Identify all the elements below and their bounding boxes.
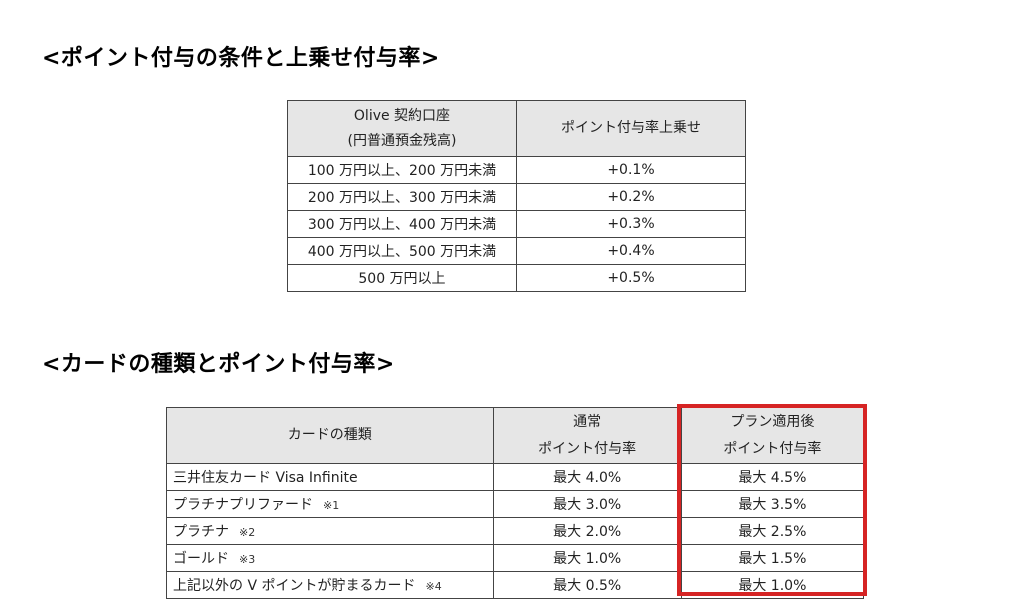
header-plan-line2: ポイント付与率 xyxy=(723,440,822,457)
card-name: プラチナ xyxy=(173,524,229,540)
table-row: プラチナプリファード ※1 最大 3.0% 最大 3.5% xyxy=(166,490,865,518)
header-card-type: カードの種類 xyxy=(166,407,494,464)
section-heading-point-conditions: <ポイント付与の条件と上乗せ付与率> xyxy=(42,46,440,71)
card-type: 上記以外の V ポイントが貯まるカード ※4 xyxy=(166,571,494,599)
normal-rate: 最大 3.0% xyxy=(492,490,682,518)
table-header-row: カードの種類 通常 ポイント付与率 プラン適用後 ポイント付与率 xyxy=(166,407,865,464)
header-bonus-rate: ポイント付与率上乗せ xyxy=(515,100,747,157)
bonus-rate: +0.2% xyxy=(515,183,747,211)
card-note: ※2 xyxy=(239,526,256,539)
balance-condition: 200 万円以上、300 万円未満 xyxy=(287,183,517,211)
table-row: 400 万円以上、500 万円未満 +0.4% xyxy=(287,237,747,265)
card-type: プラチナ ※2 xyxy=(166,517,494,545)
balance-condition: 500 万円以上 xyxy=(287,264,517,292)
table-row: 200 万円以上、300 万円未満 +0.2% xyxy=(287,183,747,211)
plan-rate: 最大 1.0% xyxy=(680,571,865,599)
plan-rate: 最大 2.5% xyxy=(680,517,865,545)
table-row: 500 万円以上 +0.5% xyxy=(287,264,747,292)
bonus-rate: +0.5% xyxy=(515,264,747,292)
header-plan-line1: プラン適用後 xyxy=(730,413,815,430)
card-type: 三井住友カード Visa Infinite xyxy=(166,463,494,491)
card-type: プラチナプリファード ※1 xyxy=(166,490,494,518)
card-name: ゴールド xyxy=(173,551,229,567)
table-row: 上記以外の V ポイントが貯まるカード ※4 最大 0.5% 最大 1.0% xyxy=(166,571,865,599)
normal-rate: 最大 2.0% xyxy=(492,517,682,545)
bonus-rate: +0.4% xyxy=(515,237,747,265)
table-header-row: Olive 契約口座 (円普通預金残高) ポイント付与率上乗せ xyxy=(287,100,747,157)
table-row: 100 万円以上、200 万円未満 +0.1% xyxy=(287,156,747,184)
balance-bonus-table: Olive 契約口座 (円普通預金残高) ポイント付与率上乗せ 100 万円以上… xyxy=(287,100,747,292)
table-row: 300 万円以上、400 万円未満 +0.3% xyxy=(287,210,747,238)
balance-condition: 100 万円以上、200 万円未満 xyxy=(287,156,517,184)
card-note: ※3 xyxy=(239,553,256,566)
table-row: 三井住友カード Visa Infinite 最大 4.0% 最大 4.5% xyxy=(166,463,865,491)
card-name: 上記以外の V ポイントが貯まるカード xyxy=(173,578,416,594)
bonus-rate: +0.1% xyxy=(515,156,747,184)
header-normal-line1: 通常 xyxy=(573,413,602,430)
normal-rate: 最大 1.0% xyxy=(492,544,682,572)
section-heading-card-types: <カードの種類とポイント付与率> xyxy=(42,352,395,377)
header-normal-line2: ポイント付与率 xyxy=(538,440,637,457)
header-plan-rate: プラン適用後 ポイント付与率 xyxy=(680,407,865,464)
card-type: ゴールド ※3 xyxy=(166,544,494,572)
table-row: プラチナ ※2 最大 2.0% 最大 2.5% xyxy=(166,517,865,545)
card-note: ※1 xyxy=(323,499,340,512)
header-normal-rate: 通常 ポイント付与率 xyxy=(492,407,682,464)
plan-rate: 最大 1.5% xyxy=(680,544,865,572)
normal-rate: 最大 4.0% xyxy=(492,463,682,491)
plan-rate: 最大 4.5% xyxy=(680,463,865,491)
card-name: プラチナプリファード xyxy=(173,497,313,513)
card-name: 三井住友カード Visa Infinite xyxy=(173,470,358,486)
plan-rate: 最大 3.5% xyxy=(680,490,865,518)
header-balance: Olive 契約口座 (円普通預金残高) xyxy=(287,100,517,157)
header-balance-line1: Olive 契約口座 xyxy=(353,107,451,124)
normal-rate: 最大 0.5% xyxy=(492,571,682,599)
table-row: ゴールド ※3 最大 1.0% 最大 1.5% xyxy=(166,544,865,572)
header-balance-line2: (円普通預金残高) xyxy=(347,132,457,149)
card-rate-table: カードの種類 通常 ポイント付与率 プラン適用後 ポイント付与率 三井住友カード… xyxy=(166,407,865,599)
balance-condition: 400 万円以上、500 万円未満 xyxy=(287,237,517,265)
bonus-rate: +0.3% xyxy=(515,210,747,238)
balance-condition: 300 万円以上、400 万円未満 xyxy=(287,210,517,238)
card-note: ※4 xyxy=(425,580,442,593)
